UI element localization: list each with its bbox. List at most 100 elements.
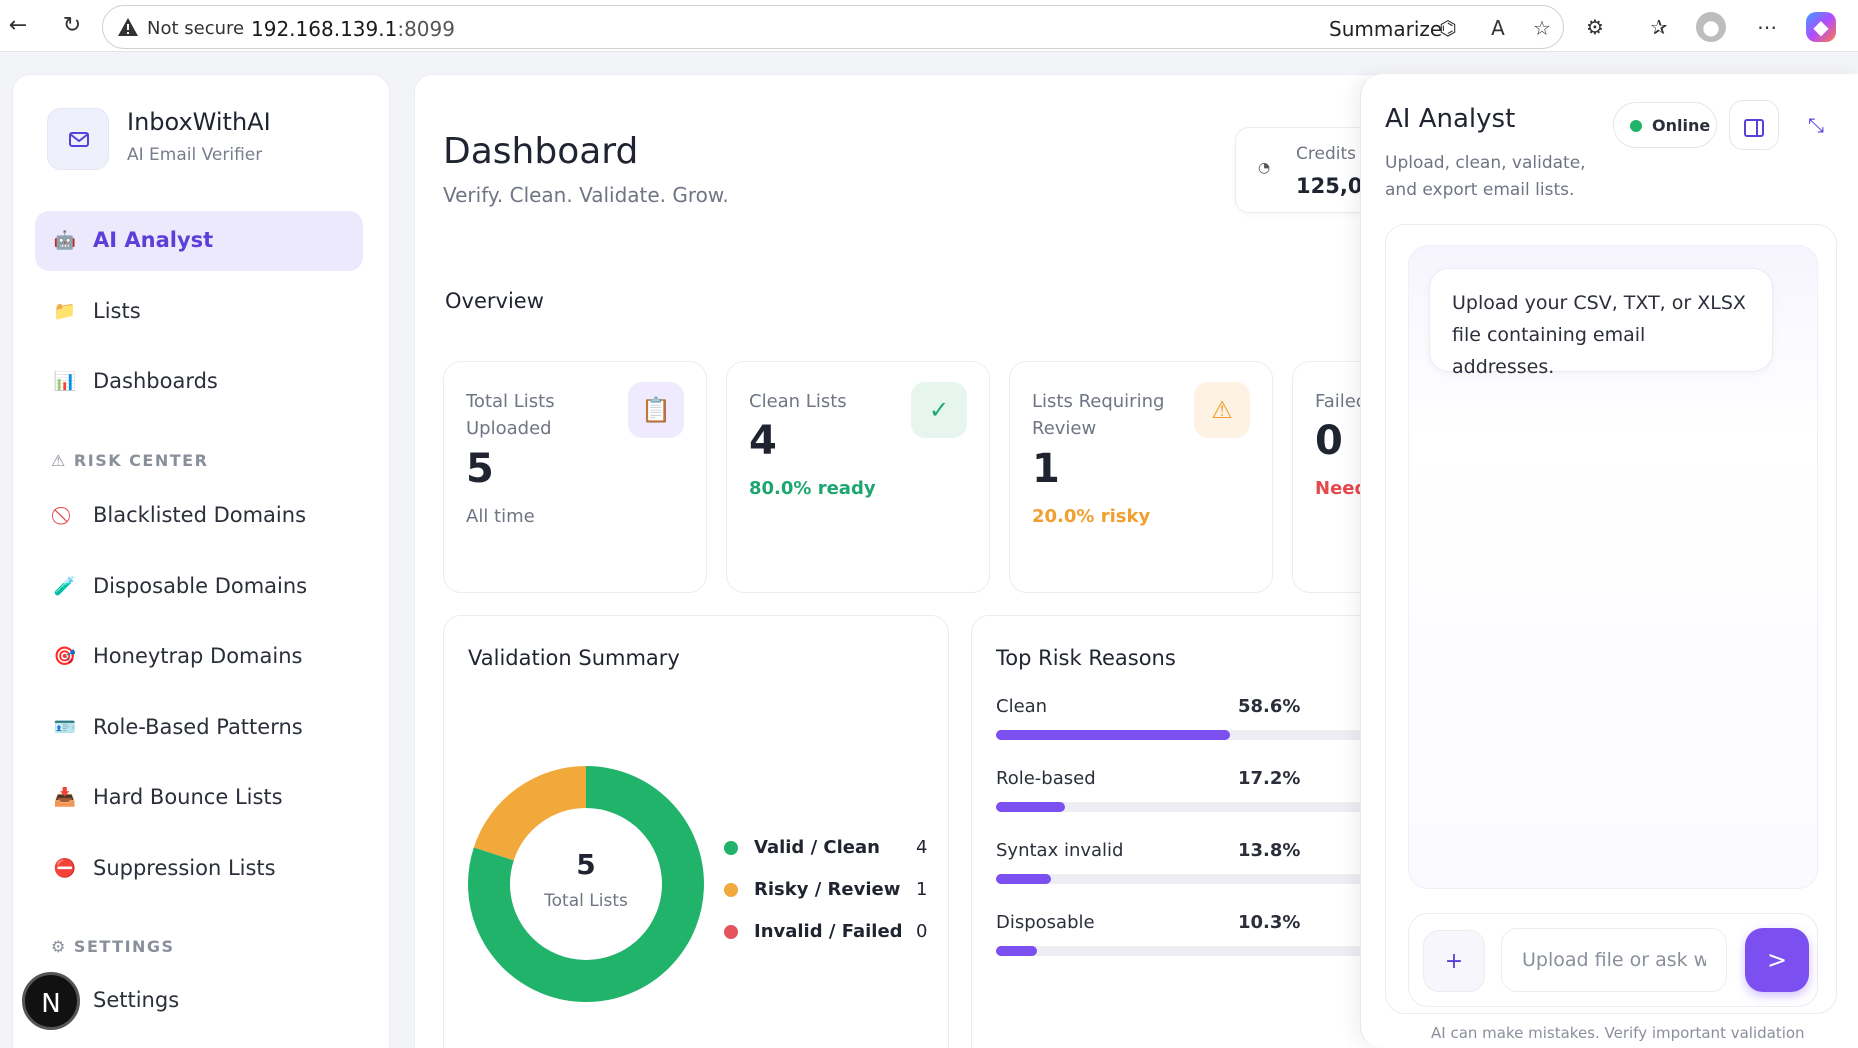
browser-toolbar: ← ↻ Not secure 192.168.139.1:8099 Summar… — [0, 0, 1858, 52]
risk-bar-fill — [996, 946, 1038, 956]
risk-row-role-based: Role-based 17.2% — [996, 768, 1396, 828]
donut-hole — [512, 810, 660, 958]
message-list[interactable]: Upload your CSV, TXT, or XLSX file conta… — [1408, 245, 1818, 889]
sidebar-item-dashboards[interactable]: 📊 Dashboards — [35, 352, 363, 412]
legend-dot — [724, 841, 738, 855]
favorites-icon[interactable]: ✰ — [1650, 15, 1668, 39]
chat-input[interactable] — [1501, 928, 1727, 992]
assistant-message: Upload your CSV, TXT, or XLSX file conta… — [1429, 268, 1773, 378]
stat-value: 1 — [1032, 446, 1060, 492]
stat-sub: All time — [466, 506, 535, 527]
credits-label: Credits — [1296, 144, 1356, 164]
legend-dot — [724, 883, 738, 897]
extensions-icon[interactable]: ⚙ — [1586, 15, 1604, 39]
sidebar-item-label: Settings — [93, 988, 180, 1012]
legend-dot — [724, 925, 738, 939]
sidebar-item-settings[interactable]: Settings — [35, 971, 363, 1031]
ai-analyst-panel: AI Analyst Upload, clean, validate, and … — [1360, 74, 1858, 1048]
risk-track — [996, 874, 1396, 884]
legend-item-invalid: Invalid / Failed 0 — [724, 918, 944, 946]
copilot-icon[interactable]: ◆ — [1806, 12, 1836, 42]
url-text[interactable]: 192.168.139.1:8099 — [251, 17, 455, 41]
folder-icon: 📁 — [53, 301, 77, 322]
sidebar-item-suppression-lists[interactable]: ⛔ Suppression Lists — [35, 839, 363, 899]
risk-center-heading: ⚠ RISK CENTER — [51, 451, 209, 470]
sidebar-toggle-icon — [1744, 118, 1764, 137]
donut-center-value: 5 — [576, 848, 596, 881]
status-dot-icon — [1630, 120, 1642, 132]
pie-icon: ◔ — [1258, 160, 1271, 176]
clipboard-icon: 📋 — [628, 382, 684, 438]
sidebar-item-label: Honeytrap Domains — [93, 644, 303, 668]
summarize-button[interactable]: Summarize — [1329, 17, 1443, 41]
address-bar[interactable]: Not secure 192.168.139.1:8099 Summarize … — [102, 5, 1564, 49]
minus-circle-icon: ⛔ — [53, 858, 77, 879]
stat-label: Failec — [1315, 391, 1366, 412]
status-badge: Online — [1613, 102, 1717, 148]
warning-icon[interactable] — [117, 16, 139, 38]
legend-value: 4 — [916, 837, 928, 858]
target-icon: 🎯 — [53, 646, 77, 667]
risk-track — [996, 730, 1396, 740]
risk-label: Clean — [996, 696, 1048, 717]
legend-label: Invalid / Failed — [754, 921, 903, 942]
sidebar-item-disposable-domains[interactable]: 🧪 Disposable Domains — [35, 557, 363, 617]
profile-avatar-icon[interactable]: ● — [1696, 12, 1726, 42]
sidebar-item-role-based-patterns[interactable]: 🪪 Role-Based Patterns — [35, 698, 363, 758]
sidebar-item-label: Dashboards — [93, 369, 218, 393]
read-aloud-icon[interactable]: A — [1491, 16, 1505, 40]
stat-card-total-lists: Total Lists Uploaded 5 All time 📋 — [443, 361, 707, 593]
collapse-panel-button[interactable]: ⤡ — [1791, 100, 1841, 150]
sidebar: InboxWithAI AI Email Verifier 🤖 AI Analy… — [12, 74, 390, 1048]
message-text: Upload your CSV, TXT, or XLSX file conta… — [1452, 292, 1746, 378]
stat-value: 5 — [466, 446, 494, 492]
risk-value: 10.3% — [1238, 912, 1301, 933]
sidebar-item-label: Hard Bounce Lists — [93, 785, 283, 809]
mail-icon — [69, 132, 89, 147]
sidebar-item-hard-bounce-lists[interactable]: 📥 Hard Bounce Lists — [35, 768, 363, 828]
security-label[interactable]: Not secure — [147, 18, 245, 39]
favorite-star-icon[interactable]: ☆ — [1533, 16, 1551, 40]
risk-row-clean: Clean 58.6% — [996, 696, 1396, 756]
settings-heading: ⚙ SETTINGS — [51, 937, 175, 956]
sidebar-item-honeytrap-domains[interactable]: 🎯 Honeytrap Domains — [35, 627, 363, 687]
stat-sub: Need — [1315, 478, 1368, 499]
sidebar-item-ai-analyst[interactable]: 🤖 AI Analyst — [35, 211, 363, 271]
brand-logo — [47, 108, 109, 170]
sidebar-item-blacklisted-domains[interactable]: ⃠ Blacklisted Domains — [35, 486, 363, 546]
stat-value: 0 — [1315, 418, 1343, 464]
stat-value: 4 — [749, 418, 777, 464]
dev-tools-badge[interactable]: N — [22, 972, 80, 1030]
more-options-icon[interactable]: ⋯ — [1757, 15, 1777, 39]
stat-label: Total Lists Uploaded — [466, 391, 555, 439]
risk-track — [996, 946, 1396, 956]
risk-track — [996, 802, 1396, 812]
risk-bar-fill — [996, 730, 1231, 740]
toggle-panel-button[interactable] — [1729, 100, 1779, 150]
back-arrow-icon[interactable]: ← — [8, 13, 28, 38]
brand-name: InboxWithAI — [127, 108, 271, 136]
page-subtitle: Verify. Clean. Validate. Grow. — [443, 183, 729, 207]
sidebar-item-lists[interactable]: 📁 Lists — [35, 282, 363, 342]
sidebar-item-label: Role-Based Patterns — [93, 715, 303, 739]
inbox-icon: 📥 — [53, 787, 77, 808]
minimize-arrows-icon: ⤡ — [1808, 113, 1824, 137]
stat-sub: 80.0% ready — [749, 478, 876, 499]
legend-label: Risky / Review — [754, 879, 901, 900]
refresh-icon[interactable]: ↻ — [62, 13, 82, 38]
summarize-icon[interactable]: ⌬ — [1439, 16, 1457, 40]
risk-row-syntax-invalid: Syntax invalid 13.8% — [996, 840, 1396, 900]
risk-label: Role-based — [996, 768, 1096, 789]
donut-center-label: Total Lists — [544, 891, 628, 911]
legend-value: 1 — [916, 879, 928, 900]
attach-file-button[interactable]: + — [1423, 930, 1485, 992]
panel-subtitle: Upload, clean, validate, and export emai… — [1385, 153, 1586, 200]
legend-value: 0 — [916, 921, 928, 942]
send-button[interactable]: > — [1745, 928, 1809, 992]
donut-slice-0 — [468, 766, 704, 1002]
disclaimer-text: AI can make mistakes. Verify important v… — [1431, 1024, 1805, 1042]
risk-label: Syntax invalid — [996, 840, 1124, 861]
legend-item-risky: Risky / Review 1 — [724, 876, 944, 904]
panel-title: AI Analyst — [1385, 104, 1516, 134]
url-port: :8099 — [397, 17, 455, 41]
